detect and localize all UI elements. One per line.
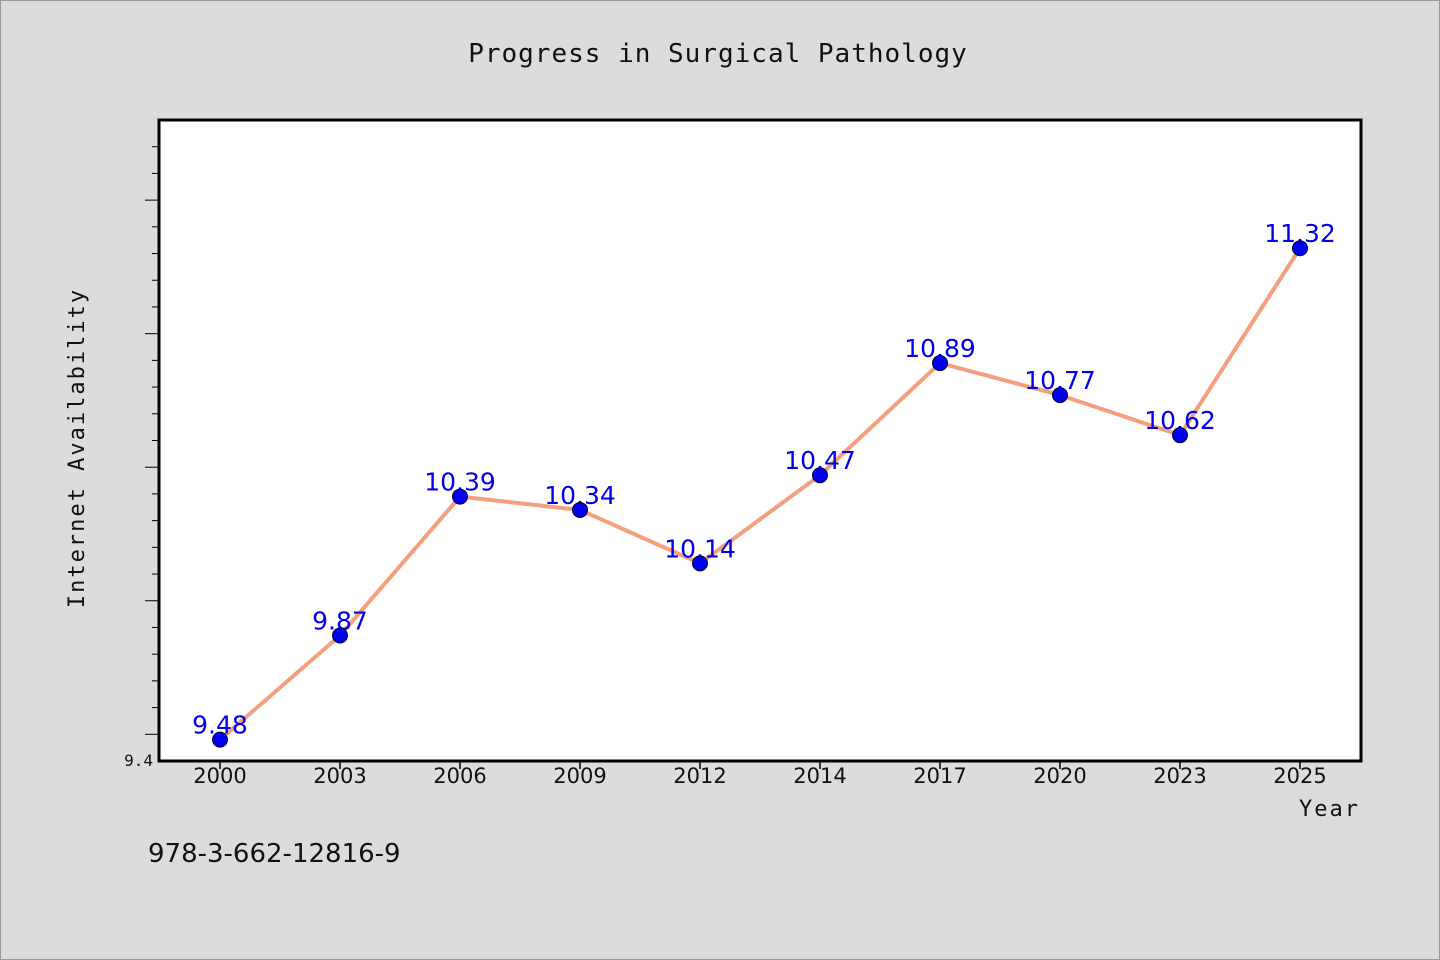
- x-tick-label: 2009: [553, 764, 606, 788]
- x-axis-title: Year: [1299, 797, 1360, 822]
- y-axis-title: Internet Availability: [65, 288, 90, 608]
- x-tick-label: 2017: [913, 764, 966, 788]
- x-tick-label: 2006: [433, 764, 486, 788]
- x-tick-label: 2012: [673, 764, 726, 788]
- x-tick-label: 2025: [1273, 764, 1326, 788]
- data-point: [692, 555, 708, 572]
- plot-area: [157, 118, 1363, 763]
- series-line: [218, 247, 1302, 742]
- x-tick-label: 2023: [1153, 764, 1206, 788]
- data-point: [212, 731, 228, 748]
- data-point: [332, 627, 348, 644]
- data-point: [932, 355, 948, 372]
- chart-title: Progress in Surgical Pathology: [468, 39, 968, 69]
- data-point: [452, 488, 468, 505]
- footnote: 978-3-662-12816-9: [148, 839, 401, 869]
- y-tick-label: 9.4: [124, 751, 153, 770]
- x-tick-label: 2020: [1033, 764, 1086, 788]
- data-point: [572, 501, 588, 518]
- x-tick-label: 2014: [793, 764, 846, 788]
- data-point: [1172, 427, 1188, 444]
- y-axis: 9.4: [124, 146, 159, 770]
- data-point: [1052, 387, 1068, 404]
- x-axis: 2000 2003 2006 2009 2012 2014 2017 2020 2023 2025: [193, 761, 1327, 788]
- x-tick-label: 2003: [313, 764, 366, 788]
- data-point: [1292, 240, 1308, 257]
- x-tick-label: 2000: [193, 764, 246, 788]
- data-point: [812, 467, 828, 484]
